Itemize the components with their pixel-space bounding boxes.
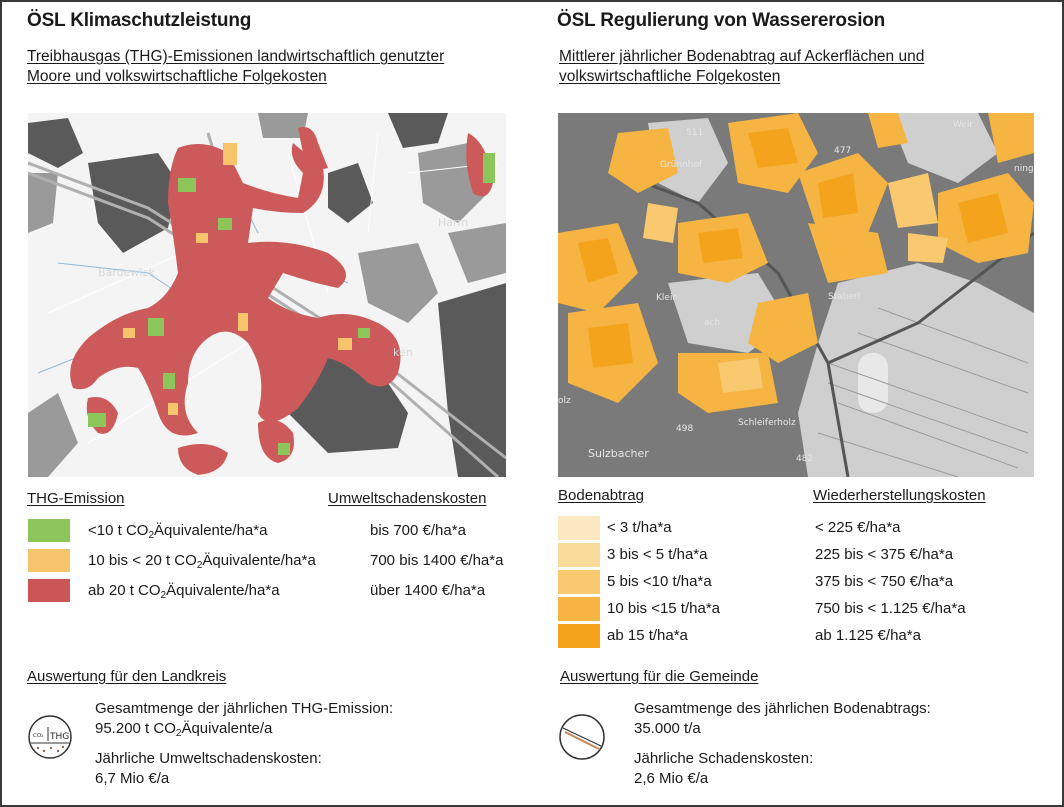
right-stat2-value: 2,6 Mio €/a [634, 770, 709, 787]
legend-erosion-cost-1: < 225 €/ha*a [815, 519, 901, 536]
map-label-harm: Harm [438, 216, 468, 229]
svg-text:THG: THG [49, 732, 69, 742]
legend-erosion-item-1: < 3 t/ha*a [607, 519, 672, 536]
legend-cost-low: bis 700 €/ha*a [370, 522, 466, 539]
map-label-sulzbacher: Sulzbacher [588, 447, 649, 460]
right-stat1-value: 35.000 t/a [634, 720, 701, 737]
map-label-477: 477 [834, 146, 851, 156]
left-map-thg-emission: Bardewick Harm ken [28, 113, 506, 477]
map-label-482: 482 [796, 454, 813, 464]
map-label-olz: olz [558, 396, 571, 406]
svg-text:CO₂: CO₂ [33, 733, 43, 739]
left-stat1-value: 95.200 t CO2Äquivalente/a [95, 720, 273, 739]
legend-swatch-yellow [28, 549, 70, 572]
map-label-schleiferholz: Schleiferholz [738, 418, 796, 428]
legend-swatch-erosion-3 [558, 570, 600, 594]
left-stat2-value: 6,7 Mio €/a [95, 770, 170, 787]
left-subtitle-line1: Treibhausgas (THG)-Emissionen landwirtsc… [27, 48, 445, 65]
right-subtitle-line1: Mittlerer jährlicher Bodenabtrag auf Ack… [559, 48, 925, 65]
map-label-498: 498 [676, 424, 693, 434]
map-label-511: 511 [686, 128, 703, 138]
map-label-staberl: Staberl [828, 292, 860, 302]
map-label-bardewick: Bardewick [98, 266, 155, 279]
right-title: ÖSL Regulierung von Wassererosion [557, 10, 886, 31]
right-stat2-label: Jährliche Schadenskosten: [634, 750, 814, 767]
legend-erosion-cost-4: 750 bis < 1.125 €/ha*a [815, 600, 966, 617]
right-map-erosion: 511 Grünnhof 477 Weir ning Kleir Staberl… [558, 113, 1034, 477]
legend-swatch-erosion-5 [558, 624, 600, 648]
map-label-ken: ken [393, 346, 413, 359]
legend-swatch-green [28, 519, 70, 542]
map-label-weir: Weir [953, 120, 973, 130]
left-subtitle-line2: Moore und volkswirtschaftliche Folgekost… [27, 68, 327, 85]
right-legend-heading-erosion: Bodenabtrag [558, 487, 644, 504]
legend-erosion-cost-3: 375 bis < 750 €/ha*a [815, 573, 954, 590]
right-map-graphic: 511 Grünnhof 477 Weir ning Kleir Staberl… [558, 113, 1034, 477]
legend-erosion-item-4: 10 bis <15 t/ha*a [607, 600, 721, 617]
legend-erosion-item-2: 3 bis < 5 t/ha*a [607, 546, 708, 563]
left-stat1-label: Gesamtmenge der jährlichen THG-Emission: [95, 700, 394, 717]
left-stat2-label: Jährliche Umweltschadenskosten: [95, 750, 322, 767]
map-label-gruennhof: Grünnhof [660, 160, 703, 170]
thg-icon: CO₂ THG [26, 713, 74, 761]
legend-erosion-cost-5: ab 1.125 €/ha*a [815, 627, 921, 644]
legend-swatch-red [28, 579, 70, 602]
legend-swatch-erosion-1 [558, 516, 600, 540]
legend-item-low: <10 t CO2Äquivalente/ha*a [88, 522, 268, 541]
legend-swatch-erosion-4 [558, 597, 600, 621]
map-label-ning: ning [1014, 164, 1034, 174]
map-label-kleir: Kleir [656, 293, 676, 303]
left-map-graphic: Bardewick Harm ken [28, 113, 506, 477]
legend-item-mid: 10 bis < 20 t CO2Äquivalente/ha*a [88, 552, 316, 571]
right-stat1-label: Gesamtmenge des jährlichen Bodenabtrags: [634, 700, 931, 717]
right-section-heading: Auswertung für die Gemeinde [560, 668, 759, 685]
right-legend-heading-costs: Wiederherstellungskosten [813, 487, 986, 504]
legend-cost-high: über 1400 €/ha*a [370, 582, 486, 599]
legend-swatch-erosion-2 [558, 543, 600, 567]
legend-item-high: ab 20 t CO2Äquivalente/ha*a [88, 582, 280, 601]
left-legend-heading-emission: THG-Emission [27, 490, 125, 507]
legend-erosion-cost-2: 225 bis < 375 €/ha*a [815, 546, 954, 563]
left-section-heading: Auswertung für den Landkreis [27, 668, 227, 685]
legend-cost-mid: 700 bis 1400 €/ha*a [370, 552, 504, 569]
legend-erosion-item-5: ab 15 t/ha*a [607, 627, 688, 644]
right-subtitle-line2: volkswirtschaftliche Folgekosten [559, 68, 781, 85]
legend-erosion-item-3: 5 bis <10 t/ha*a [607, 573, 712, 590]
map-label-ach: ach [704, 318, 720, 328]
left-title: ÖSL Klimaschutzleistung [27, 10, 252, 31]
left-legend-heading-costs: Umweltschadenskosten [328, 490, 487, 507]
soil-erosion-icon [557, 712, 607, 762]
